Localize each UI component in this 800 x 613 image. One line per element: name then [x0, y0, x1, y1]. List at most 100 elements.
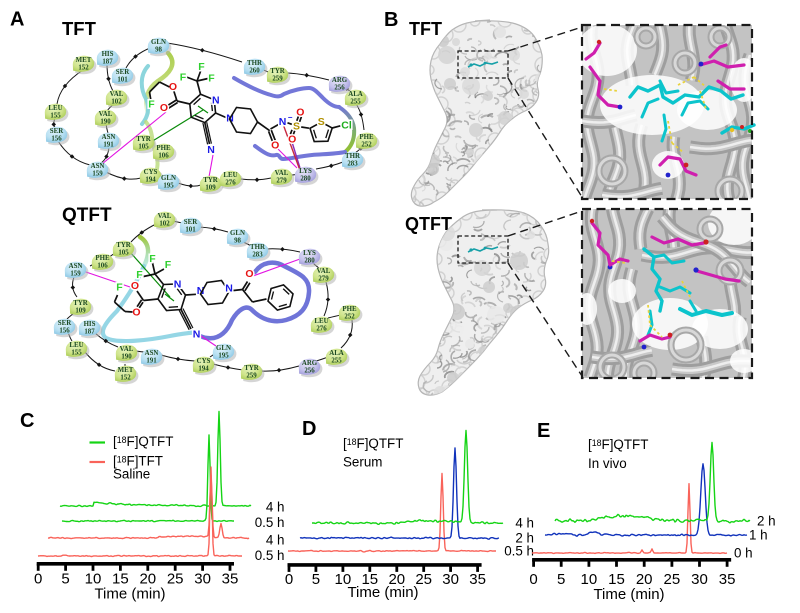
svg-text:O: O — [169, 81, 177, 93]
svg-text:ASN: ASN — [69, 263, 83, 270]
svg-text:106: 106 — [97, 262, 108, 269]
svg-text:4 h: 4 h — [515, 516, 534, 531]
svg-text:25: 25 — [415, 571, 432, 588]
svg-text:255: 255 — [331, 357, 342, 364]
svg-text:152: 152 — [120, 374, 131, 381]
svg-text:Saline: Saline — [113, 467, 150, 482]
svg-text:195: 195 — [163, 182, 174, 189]
svg-text:106: 106 — [158, 152, 169, 159]
svg-text:15: 15 — [112, 571, 129, 588]
svg-text:195: 195 — [218, 352, 229, 359]
svg-text:20: 20 — [139, 571, 156, 588]
svg-text:GLN: GLN — [216, 345, 231, 352]
svg-text:CYS: CYS — [197, 358, 211, 365]
svg-text:0: 0 — [529, 571, 537, 588]
svg-text:F: F — [165, 259, 172, 271]
svg-text:F: F — [136, 269, 143, 281]
svg-text:280: 280 — [304, 257, 315, 264]
svg-text:159: 159 — [92, 170, 103, 177]
svg-text:155: 155 — [71, 349, 82, 356]
svg-text:TYR: TYR — [203, 177, 219, 184]
svg-text:194: 194 — [145, 176, 156, 183]
svg-text:C: C — [20, 410, 34, 432]
svg-text:TYR: TYR — [244, 365, 260, 372]
svg-text:D: D — [302, 418, 316, 440]
svg-text:159: 159 — [70, 270, 81, 277]
svg-text:98: 98 — [155, 46, 162, 53]
svg-text:0 h: 0 h — [734, 546, 753, 561]
svg-text:TYR: TYR — [270, 68, 286, 75]
svg-text:30: 30 — [442, 571, 459, 588]
svg-text:E: E — [537, 420, 550, 442]
svg-text:[18F]QTFT: [18F]QTFT — [113, 434, 173, 449]
svg-text:TFT: TFT — [409, 19, 442, 39]
svg-text:TYR: TYR — [136, 136, 152, 143]
svg-text:GLN: GLN — [161, 175, 176, 182]
svg-text:10: 10 — [581, 571, 598, 588]
svg-text:LEU: LEU — [223, 172, 237, 179]
svg-text:1 h: 1 h — [749, 528, 768, 543]
svg-text:LEU: LEU — [314, 318, 328, 325]
svg-text:LEU: LEU — [48, 105, 62, 112]
svg-text:101: 101 — [185, 226, 196, 233]
svg-text:98: 98 — [234, 237, 241, 244]
svg-text:MET: MET — [118, 367, 134, 374]
svg-text:283: 283 — [252, 251, 263, 258]
svg-text:N: N — [225, 283, 233, 295]
svg-text:O: O — [245, 268, 253, 280]
svg-text:187: 187 — [102, 58, 113, 65]
svg-text:LYS: LYS — [303, 250, 316, 257]
svg-text:105: 105 — [118, 249, 129, 256]
svg-text:SER: SER — [50, 128, 64, 135]
svg-text:ARG: ARG — [332, 77, 348, 84]
svg-text:ARG: ARG — [302, 360, 318, 367]
svg-text:PHE: PHE — [156, 145, 171, 152]
svg-text:194: 194 — [198, 365, 209, 372]
svg-text:A: A — [10, 9, 24, 31]
svg-text:ALA: ALA — [348, 91, 363, 98]
svg-text:B: B — [384, 9, 398, 31]
svg-text:VAL: VAL — [110, 91, 124, 98]
svg-text:O: O — [296, 106, 304, 118]
svg-text:Time (min): Time (min) — [593, 586, 664, 603]
svg-text:15: 15 — [608, 571, 625, 588]
svg-text:ALA: ALA — [329, 350, 344, 357]
svg-text:20: 20 — [636, 571, 653, 588]
svg-text:35: 35 — [469, 571, 486, 588]
svg-text:252: 252 — [361, 141, 372, 148]
svg-text:GLN: GLN — [151, 39, 166, 46]
svg-text:S: S — [293, 121, 300, 133]
svg-text:4 h: 4 h — [266, 533, 285, 548]
svg-text:QTFT: QTFT — [62, 205, 112, 226]
svg-text:VAL: VAL — [99, 111, 113, 118]
svg-text:259: 259 — [246, 372, 257, 379]
svg-text:Cl: Cl — [341, 119, 352, 131]
svg-text:109: 109 — [75, 307, 86, 314]
svg-text:5: 5 — [61, 571, 69, 588]
svg-text:O: O — [132, 307, 140, 319]
svg-text:VAL: VAL — [158, 213, 172, 220]
svg-text:276: 276 — [316, 325, 327, 332]
svg-text:4 h: 4 h — [266, 500, 285, 515]
svg-text:10: 10 — [85, 571, 102, 588]
svg-text:PHE: PHE — [359, 134, 374, 141]
svg-text:GLN: GLN — [230, 230, 245, 237]
svg-text:ASN: ASN — [91, 163, 105, 170]
svg-text:0: 0 — [285, 571, 293, 588]
svg-text:102: 102 — [111, 98, 122, 105]
svg-text:N: N — [197, 285, 205, 297]
svg-text:15: 15 — [361, 571, 378, 588]
svg-text:SER: SER — [184, 219, 198, 226]
svg-text:SER: SER — [116, 69, 130, 76]
svg-text:N: N — [212, 95, 220, 107]
svg-text:Time (min): Time (min) — [94, 586, 165, 603]
svg-text:279: 279 — [276, 177, 287, 184]
svg-text:0.5 h: 0.5 h — [504, 544, 534, 559]
svg-text:276: 276 — [225, 179, 236, 186]
svg-text:THR: THR — [250, 244, 266, 251]
svg-text:187: 187 — [84, 328, 95, 335]
svg-text:156: 156 — [51, 135, 62, 142]
svg-text:256: 256 — [334, 84, 345, 91]
svg-text:F: F — [148, 99, 155, 111]
svg-text:TFT: TFT — [62, 18, 97, 39]
